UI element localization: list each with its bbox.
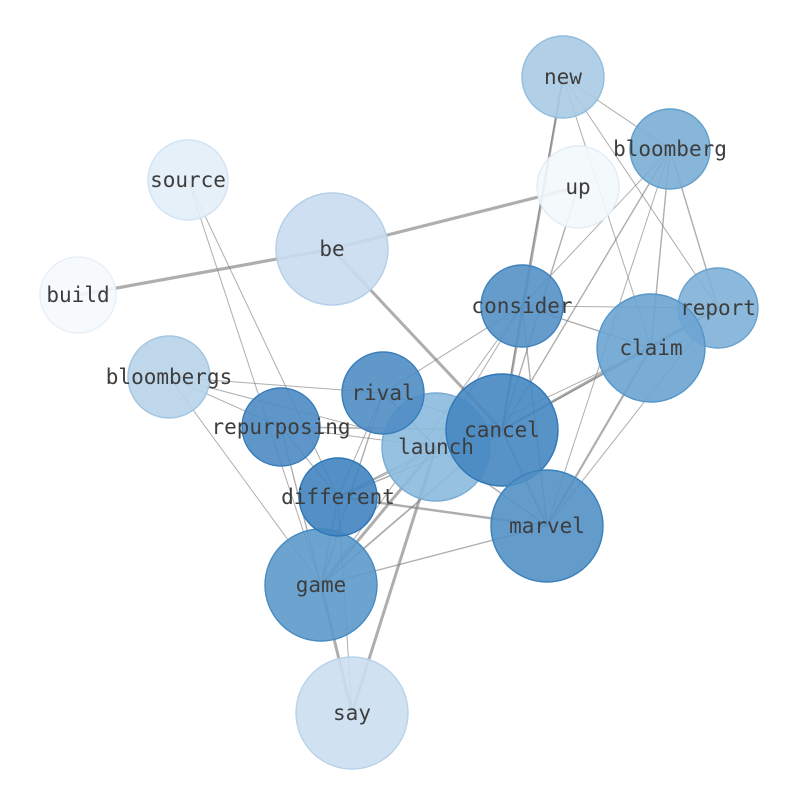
- node-up: [536, 145, 620, 229]
- node-label-bloombergs: bloombergs: [106, 365, 232, 389]
- node-label-build: build: [46, 283, 109, 307]
- edge-new-report: [562, 76, 719, 309]
- node-source: [147, 139, 229, 221]
- node-label-up: up: [565, 175, 590, 199]
- node-different: [298, 457, 378, 537]
- node-bloomberg: [629, 108, 711, 190]
- node-cancel: [445, 373, 559, 487]
- node-build: [39, 256, 117, 334]
- node-bloombergs: [127, 335, 211, 419]
- node-label-be: be: [319, 237, 344, 261]
- node-label-bloomberg: bloomberg: [613, 137, 727, 161]
- node-label-marvel: marvel: [509, 514, 585, 538]
- node-label-different: different: [281, 485, 395, 509]
- node-be: [275, 192, 389, 306]
- node-label-report: report: [680, 296, 756, 320]
- node-repurposing: [241, 387, 321, 467]
- node-new: [521, 35, 605, 119]
- node-label-game: game: [296, 573, 347, 597]
- node-label-claim: claim: [619, 336, 682, 360]
- node-label-source: source: [150, 168, 226, 192]
- node-label-say: say: [333, 701, 371, 725]
- node-claim: [596, 293, 706, 403]
- node-label-cancel: cancel: [464, 418, 540, 442]
- edge-source-game: [187, 179, 322, 586]
- node-label-rival: rival: [351, 381, 414, 405]
- node-marvel: [490, 469, 604, 583]
- node-consider: [480, 264, 564, 348]
- node-say: [295, 656, 409, 770]
- node-label-consider: consider: [471, 294, 572, 318]
- node-label-repurposing: repurposing: [211, 415, 350, 439]
- node-rival: [341, 351, 425, 435]
- node-label-launch: launch: [398, 435, 474, 459]
- node-label-new: new: [544, 65, 582, 89]
